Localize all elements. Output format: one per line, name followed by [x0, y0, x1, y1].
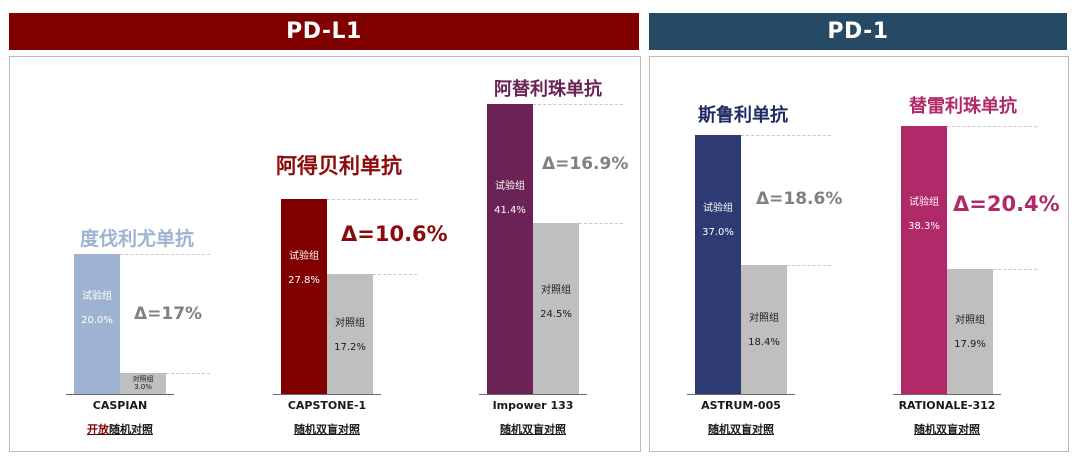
treatment-value-label: 37.0%: [702, 227, 734, 239]
study-design: 随机双盲对照: [881, 421, 1013, 437]
trial-name: ASTRUM-005: [701, 399, 781, 412]
study-design: 随机双盲对照: [467, 421, 599, 437]
drug-name: 阿得贝利单抗: [276, 154, 402, 178]
control-series-label: 对照组: [749, 312, 779, 324]
treatment-reference-line: [327, 199, 417, 201]
design-text: 随机对照: [109, 423, 153, 436]
treatment-series-label: 试验组: [495, 180, 525, 192]
trial-name: RATIONALE-312: [898, 399, 996, 412]
drug-name: 度伐利尤单抗: [80, 228, 195, 250]
treatment-value-label: 20.0%: [81, 315, 113, 327]
control-reference-line: [787, 265, 831, 267]
treatment-reference-line: [741, 135, 831, 136]
baseline: [687, 394, 795, 395]
control-bar: [947, 268, 993, 394]
design-text: 随机双盲对照: [294, 423, 360, 436]
treatment-bar: [695, 135, 741, 394]
design-text: 随机双盲对照: [914, 423, 980, 436]
drug-name: 阿替利珠单抗: [494, 79, 602, 100]
delta-label: Δ=10.6%: [341, 222, 448, 246]
control-series-label: 对照组: [955, 314, 985, 326]
treatment-series-label: 试验组: [703, 203, 733, 215]
control-value-label: 3.0%: [134, 383, 152, 391]
study-design: 随机双盲对照: [675, 421, 807, 437]
trial-name: CAPSTONE-1: [287, 399, 367, 412]
drug-name: 斯鲁利单抗: [698, 105, 788, 126]
control-reference-line: [579, 222, 623, 224]
delta-label: Δ=18.6%: [756, 189, 843, 209]
delta-label: Δ=20.4%: [953, 192, 1060, 216]
control-series-label: 对照组: [541, 285, 571, 297]
treatment-bar: [487, 104, 533, 394]
treatment-value-label: 41.4%: [494, 204, 526, 216]
treatment-bar: [74, 254, 120, 394]
treatment-bar: [281, 199, 327, 394]
baseline: [479, 394, 587, 395]
control-bar: [741, 265, 787, 394]
design-highlight: 开放: [87, 423, 109, 436]
baseline: [893, 394, 1001, 395]
control-value-label: 17.2%: [334, 341, 366, 353]
trial-name: CASPIAN: [92, 399, 148, 412]
control-bar: [327, 273, 373, 394]
drug-name: 替雷利珠单抗: [909, 96, 1017, 117]
control-bar: [533, 222, 579, 394]
trial-name: Impower 133: [492, 399, 574, 412]
control-series-label: 对照组: [335, 317, 365, 329]
treatment-series-label: 试验组: [82, 291, 112, 303]
treatment-reference-line: [947, 125, 1037, 127]
control-reference-line: [373, 273, 417, 275]
control-reference-line: [166, 373, 210, 374]
control-reference-line: [993, 268, 1037, 270]
treatment-reference-line: [533, 104, 623, 106]
treatment-value-label: 38.3%: [908, 220, 940, 232]
study-design: 开放随机对照: [54, 421, 186, 437]
pd-1-banner: PD-1: [649, 13, 1067, 50]
design-text: 随机双盲对照: [500, 423, 566, 436]
baseline: [273, 394, 381, 395]
delta-label: Δ=17%: [134, 304, 203, 324]
design-text: 随机双盲对照: [708, 423, 774, 436]
delta-label: Δ=16.9%: [542, 154, 629, 174]
treatment-bar: [901, 125, 947, 394]
treatment-series-label: 试验组: [909, 196, 939, 208]
treatment-value-label: 27.8%: [288, 274, 320, 286]
control-bar: [120, 373, 166, 394]
control-value-label: 24.5%: [540, 309, 572, 321]
treatment-series-label: 试验组: [289, 250, 319, 262]
study-design: 随机双盲对照: [261, 421, 393, 437]
control-series-label: 对照组: [132, 375, 154, 383]
control-value-label: 17.9%: [954, 338, 986, 350]
baseline: [66, 394, 174, 395]
treatment-reference-line: [120, 254, 210, 255]
control-value-label: 18.4%: [748, 336, 780, 348]
pd-l1-banner: PD-L1: [9, 13, 639, 50]
